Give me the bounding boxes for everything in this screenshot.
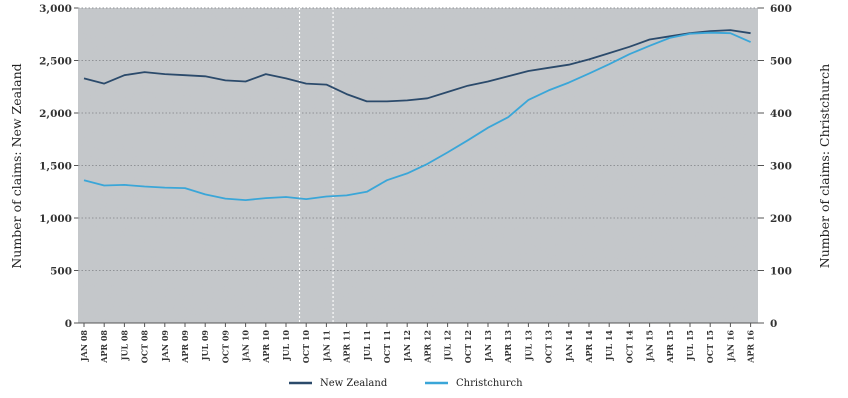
y-right-tick-label: 100 — [770, 266, 792, 278]
x-tick-label: APR 10 — [261, 330, 271, 364]
event-reference-lines — [298, 8, 334, 323]
x-tick-label: JUL 13 — [523, 330, 533, 362]
y-right-tick-label: 400 — [770, 108, 792, 120]
x-tick-label: JAN 15 — [645, 330, 655, 362]
x-tick-label: JAN 08 — [79, 330, 89, 363]
y-axis-left-title: Number of claims: New Zealand — [9, 63, 24, 268]
x-tick-label: JUL 11 — [362, 330, 372, 361]
x-tick-label: OCT 08 — [140, 330, 150, 364]
x-tick-label: JAN 11 — [321, 330, 331, 362]
legend-label-christchurch: Christchurch — [456, 378, 523, 389]
y-axis-right-ticks: 0 100 200 300 400 500 600 — [758, 3, 792, 330]
y-right-tick-label: 300 — [770, 161, 792, 173]
x-tick-label: JUL 08 — [119, 330, 129, 362]
x-tick-label: JUL 09 — [200, 330, 210, 362]
x-tick-label: JUL 10 — [281, 330, 291, 362]
x-axis-ticks: JAN 08 APR 08 JUL 08 OCT 08 JAN 09 APR 09 JUL … — [78, 322, 758, 364]
x-tick-label: APR 09 — [180, 330, 190, 364]
y-right-tick-label: 200 — [770, 213, 792, 225]
x-tick-label: JUL 14 — [604, 330, 614, 362]
legend: New Zealand Christchurch — [289, 378, 523, 389]
x-tick-label: APR 13 — [503, 330, 513, 364]
y-right-tick-label: 500 — [770, 56, 792, 68]
x-tick-label: OCT 12 — [463, 330, 473, 363]
x-tick-label: JAN 16 — [725, 330, 735, 363]
y-left-tick-label: 2,500 — [39, 56, 72, 68]
x-tick-label: OCT 10 — [301, 330, 311, 364]
x-tick-label: JAN 10 — [241, 330, 251, 363]
x-tick-label: OCT 14 — [624, 330, 634, 364]
series-line-christchurch — [83, 31, 751, 202]
x-tick-label: JAN 14 — [564, 330, 574, 363]
x-tick-label: JUL 12 — [443, 330, 453, 361]
y-axis-left-ticks: 0 500 1,000 1,500 2,000 2,500 3,000 — [39, 3, 78, 330]
y-left-tick-label: 3,000 — [39, 3, 72, 15]
x-tick-label: APR 11 — [342, 330, 352, 364]
y-left-tick-label: 1,000 — [39, 213, 72, 225]
y-left-tick-label: 500 — [50, 266, 72, 278]
legend-label-new-zealand: New Zealand — [320, 378, 388, 389]
x-tick-label: OCT 15 — [705, 330, 715, 363]
y-right-tick-label: 0 — [770, 318, 777, 330]
y-right-tick-label: 600 — [770, 3, 792, 15]
x-tick-label: APR 14 — [584, 330, 594, 364]
series-lines — [83, 29, 751, 202]
y-left-tick-label: 0 — [65, 318, 72, 330]
gridlines — [78, 7, 758, 271]
x-tick-label: APR 12 — [422, 330, 432, 364]
series-line-new-zealand — [83, 29, 751, 103]
y-left-tick-label: 1,500 — [39, 161, 72, 173]
y-axis-right-title: Number of claims: Christchurch — [817, 64, 832, 268]
x-tick-label: APR 15 — [665, 330, 675, 364]
x-tick-label: APR 16 — [746, 330, 756, 364]
x-tick-label: JAN 09 — [160, 330, 170, 363]
x-tick-label: OCT 09 — [220, 330, 230, 364]
x-tick-label: JAN 13 — [483, 330, 493, 363]
x-tick-label: JAN 12 — [402, 330, 412, 362]
y-left-tick-label: 2,000 — [39, 108, 72, 120]
x-tick-label: APR 08 — [99, 330, 109, 364]
x-tick-label: OCT 13 — [544, 330, 554, 364]
x-tick-label: JUL 15 — [685, 330, 695, 361]
x-tick-label: OCT 11 — [382, 330, 392, 363]
